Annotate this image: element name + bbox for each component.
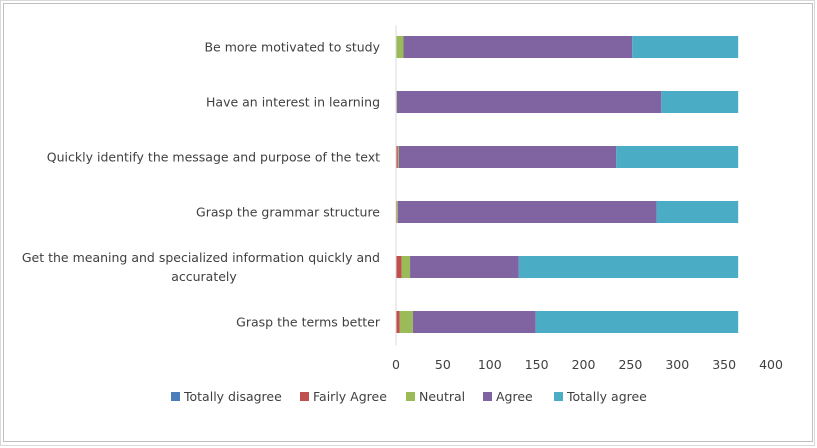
x-tick-label-100: 100 xyxy=(478,357,502,372)
legend-label-agree: Agree xyxy=(496,389,533,404)
category-label-2: Quickly identify the message and purpose… xyxy=(47,150,380,165)
x-tick-label-300: 300 xyxy=(665,357,689,372)
bar-segment-totally-agree-5 xyxy=(535,311,739,333)
legend: Totally disagree Fairly Agree Neutral Agree… xyxy=(171,389,647,404)
bar-segment-totally-agree-1 xyxy=(661,91,739,113)
x-tick-label-200: 200 xyxy=(572,357,596,372)
legend-swatch-neutral xyxy=(406,392,415,401)
bar-segment-neutral-5 xyxy=(399,311,413,333)
x-tick-label-400: 400 xyxy=(759,357,783,372)
bar-segment-agree-4 xyxy=(410,256,519,278)
category-label-3: Grasp the grammar structure xyxy=(196,205,380,220)
category-label-1: Have an interest in learning xyxy=(206,95,380,110)
bar-segment-neutral-0 xyxy=(396,36,404,58)
bar-segment-totally-agree-4 xyxy=(518,256,739,278)
bar-segment-neutral-3 xyxy=(396,201,398,223)
bar-segment-agree-0 xyxy=(403,36,633,58)
bar-segment-totally-agree-2 xyxy=(616,146,739,168)
bar-segment-agree-1 xyxy=(396,91,662,113)
legend-swatch-fairly-agree xyxy=(300,392,309,401)
legend-swatch-totally-disagree xyxy=(171,392,180,401)
legend-label-fairly-agree: Fairly Agree xyxy=(313,389,387,404)
legend-label-neutral: Neutral xyxy=(419,389,465,404)
x-tick-label-150: 150 xyxy=(525,357,549,372)
value-axis-ticks: 0 50 100 150 200 250 300 350 400 xyxy=(392,357,783,372)
x-tick-label-0: 0 xyxy=(392,357,400,372)
x-tick-label-50: 50 xyxy=(435,357,451,372)
bar-segment-agree-5 xyxy=(412,311,536,333)
bar-segment-neutral-2 xyxy=(397,146,399,168)
legend-swatch-totally-agree xyxy=(554,392,563,401)
bar-segment-totally-agree-0 xyxy=(632,36,739,58)
bar-segment-fairly-agree-4 xyxy=(396,256,402,278)
chart-frame: Be more motivated to study Have an intere… xyxy=(3,3,813,442)
bar-segment-totally-agree-3 xyxy=(656,201,739,223)
legend-swatch-agree xyxy=(483,392,492,401)
bar-segment-fairly-agree-5 xyxy=(396,311,400,333)
legend-label-totally-disagree: Totally disagree xyxy=(183,389,282,404)
bar-segment-agree-3 xyxy=(397,201,657,223)
bars-layer xyxy=(396,36,739,333)
category-labels: Be more motivated to study Have an intere… xyxy=(22,40,381,330)
x-tick-label-250: 250 xyxy=(618,357,642,372)
category-label-4-line-1: accurately xyxy=(171,269,237,284)
bar-segment-fairly-agree-2 xyxy=(396,146,398,168)
x-tick-label-350: 350 xyxy=(712,357,736,372)
category-label-0: Be more motivated to study xyxy=(204,40,380,55)
bar-segment-neutral-4 xyxy=(401,256,411,278)
category-label-5: Grasp the terms better xyxy=(236,315,381,330)
bar-segment-agree-2 xyxy=(398,146,617,168)
stacked-bar-chart: Be more motivated to study Have an intere… xyxy=(22,25,783,404)
legend-label-totally-agree: Totally agree xyxy=(566,389,647,404)
category-label-4-line-0: Get the meaning and specialized informat… xyxy=(22,250,380,265)
